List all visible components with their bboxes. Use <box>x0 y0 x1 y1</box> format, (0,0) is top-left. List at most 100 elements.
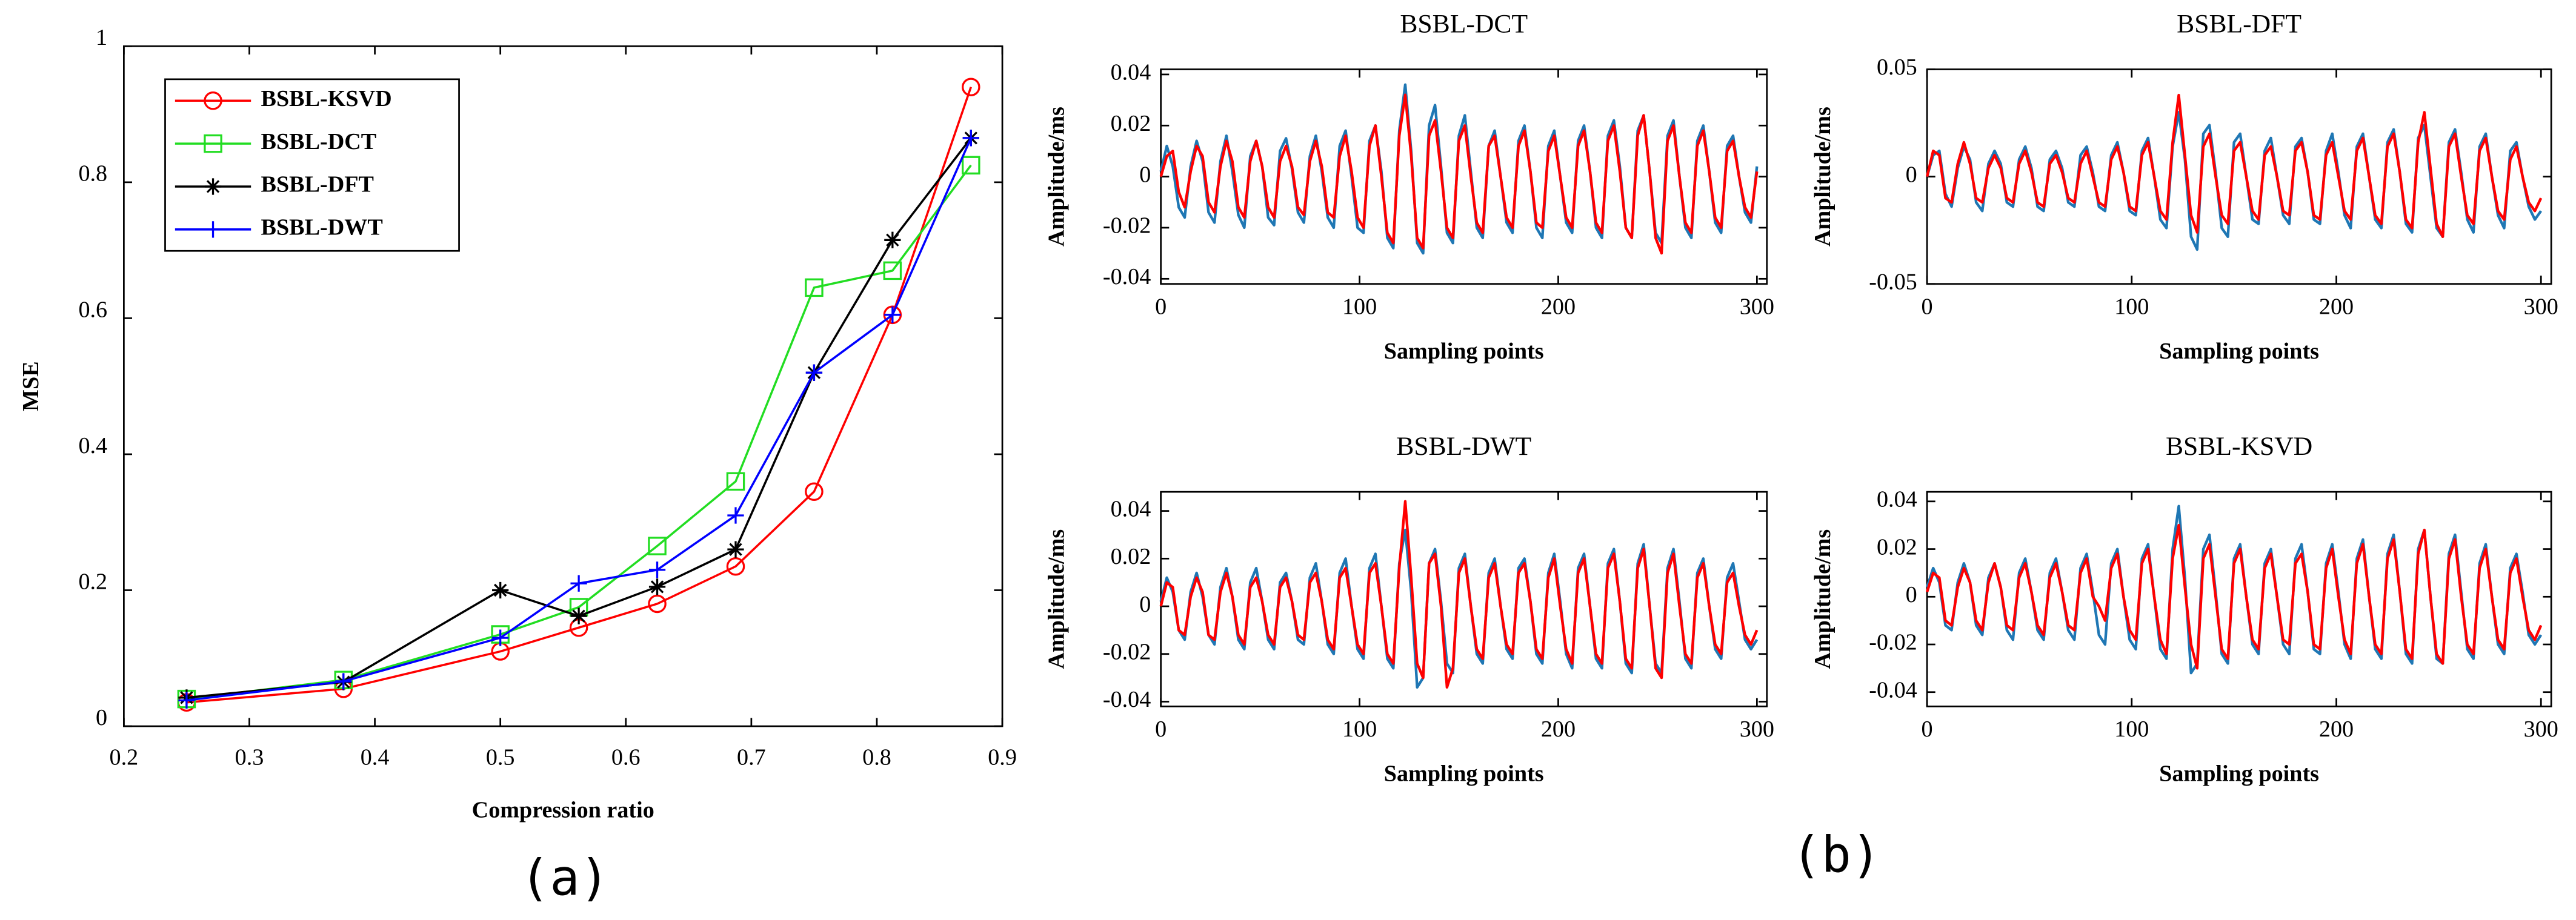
y-tick-label: 0 <box>96 705 107 730</box>
y-tick-label: 0 <box>1906 162 1917 187</box>
y-axis-label: Amplitude/ms <box>1043 529 1069 669</box>
data-point <box>962 130 979 147</box>
y-axis-label: MSE <box>18 361 44 411</box>
y-tick-label: 0.4 <box>78 433 107 458</box>
y-tick-label: 0.04 <box>1111 60 1151 85</box>
data-point <box>570 607 587 624</box>
legend-label: BSBL-KSVD <box>261 86 392 111</box>
x-tick-label: 300 <box>1740 294 1774 319</box>
y-tick-label: 0.6 <box>78 297 107 322</box>
x-tick-label: 0.3 <box>235 744 264 770</box>
plot-area <box>1926 491 2552 707</box>
y-tick-label: 0.02 <box>1111 111 1151 136</box>
y-axis-label: Amplitude/ms <box>1043 107 1069 247</box>
data-point <box>492 629 509 646</box>
x-tick-label: 0.2 <box>110 744 139 770</box>
data-point <box>648 537 667 555</box>
x-tick-label: 0 <box>1922 294 1933 319</box>
y-tick-label: -0.02 <box>1103 213 1151 239</box>
data-point <box>648 578 666 595</box>
y-axis-label: Amplitude/ms <box>1810 107 1835 247</box>
y-tick-label: -0.04 <box>1103 687 1151 712</box>
x-tick-label: 0 <box>1155 716 1167 742</box>
x-tick-label: 0 <box>1155 294 1167 319</box>
y-tick-label: 0.04 <box>1877 487 1917 512</box>
data-point <box>883 261 902 280</box>
y-tick-label: 0.2 <box>78 569 107 594</box>
legend-label: BSBL-DCT <box>261 129 377 154</box>
data-point <box>727 541 744 558</box>
chart-title: BSBL-DCT <box>1400 10 1528 39</box>
y-tick-label: 0 <box>1906 582 1917 607</box>
x-tick-label: 200 <box>1541 294 1576 319</box>
data-point <box>648 561 666 578</box>
legend-marker <box>204 178 222 195</box>
data-point <box>727 507 744 524</box>
series-line <box>1159 93 1759 255</box>
y-tick-label: 0.8 <box>78 161 107 187</box>
legend-marker <box>204 221 222 238</box>
y-tick-label: 0.04 <box>1111 496 1151 521</box>
series-line <box>186 87 972 704</box>
x-tick-label: 0.5 <box>486 744 515 770</box>
legend-marker <box>204 134 222 153</box>
x-tick-label: 100 <box>1342 716 1377 742</box>
y-tick-label: 0.02 <box>1877 534 1917 560</box>
data-point <box>962 156 980 175</box>
data-point <box>570 575 587 592</box>
data-point <box>491 642 510 661</box>
x-tick-label: 300 <box>1740 716 1774 742</box>
caption: (b) <box>1791 826 1881 884</box>
y-tick-label: 0.02 <box>1111 544 1151 569</box>
x-tick-label: 300 <box>2524 294 2558 319</box>
x-tick-label: 0 <box>1922 716 1933 742</box>
x-tick-label: 100 <box>1342 294 1377 319</box>
x-tick-label: 100 <box>2114 294 2149 319</box>
x-tick-label: 0.7 <box>737 744 766 770</box>
x-axis-label: Sampling points <box>2159 339 2319 364</box>
chart-title: BSBL-KSVD <box>2166 432 2312 461</box>
series-line <box>1159 500 1759 689</box>
data-point <box>884 231 901 248</box>
data-point <box>884 306 901 323</box>
legend <box>164 78 460 252</box>
data-point <box>805 278 824 297</box>
x-axis-label: Compression ratio <box>472 797 654 822</box>
x-tick-label: 0.6 <box>611 744 641 770</box>
caption: (a) <box>520 850 610 907</box>
x-tick-label: 200 <box>2319 716 2354 742</box>
y-tick-label: -0.04 <box>1103 264 1151 290</box>
chart-title: BSBL-DWT <box>1396 432 1531 461</box>
data-point <box>805 364 823 381</box>
data-point <box>805 482 824 501</box>
x-tick-label: 0.8 <box>862 744 891 770</box>
y-tick-label: 0 <box>1139 162 1151 187</box>
legend-label: BSBL-DFT <box>261 172 374 197</box>
data-point <box>962 78 980 96</box>
y-tick-label: -0.02 <box>1869 630 1917 655</box>
x-axis-label: Sampling points <box>1384 339 1544 364</box>
x-tick-label: 300 <box>2524 716 2558 742</box>
x-tick-label: 200 <box>2319 294 2354 319</box>
y-tick-label: -0.02 <box>1103 639 1151 664</box>
data-point <box>648 594 667 614</box>
data-point <box>726 472 745 491</box>
x-tick-label: 100 <box>2114 716 2149 742</box>
x-tick-label: 200 <box>1541 716 1576 742</box>
x-axis-label: Sampling points <box>2159 761 2319 787</box>
chart-title: BSBL-DFT <box>2177 10 2301 39</box>
data-point <box>492 581 509 599</box>
plot-area <box>1160 68 1768 285</box>
y-tick-label: -0.04 <box>1869 677 1917 703</box>
x-tick-label: 0.4 <box>361 744 390 770</box>
y-axis-label: Amplitude/ms <box>1810 529 1835 669</box>
x-axis-label: Sampling points <box>1384 761 1544 787</box>
plot-area <box>1926 68 2552 285</box>
series-line <box>1925 524 2543 670</box>
y-tick-label: 1 <box>96 25 107 50</box>
y-tick-label: -0.05 <box>1869 269 1917 294</box>
y-tick-label: 0 <box>1139 592 1151 617</box>
series-line <box>1925 93 2543 238</box>
